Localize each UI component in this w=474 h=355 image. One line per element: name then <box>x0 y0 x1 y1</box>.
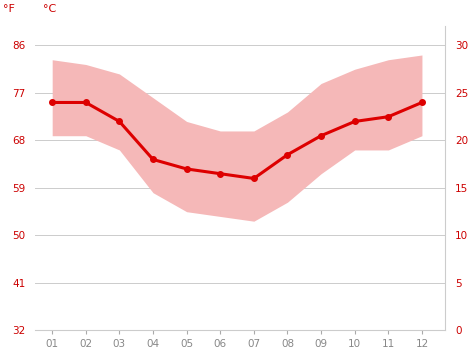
Text: °F: °F <box>3 4 15 14</box>
Text: °C: °C <box>43 4 56 14</box>
